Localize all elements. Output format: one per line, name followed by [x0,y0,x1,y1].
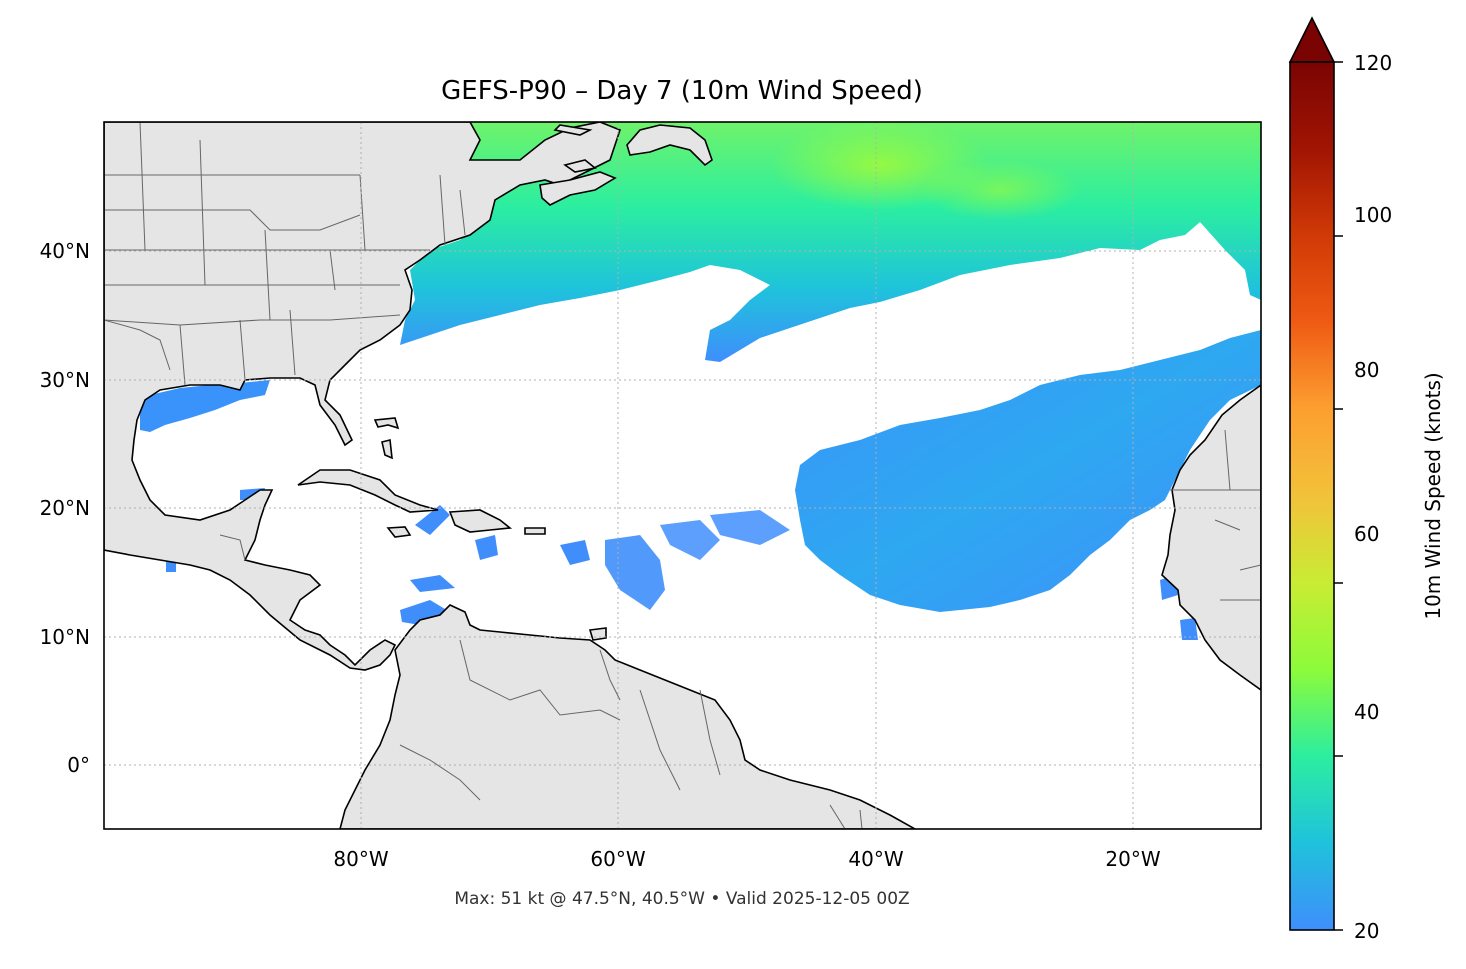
wind-field-caribbean [166,488,1198,640]
land-south-america [339,604,917,829]
land-canada-maritime [539,124,713,206]
cb-tick-20: 20 [1354,919,1379,943]
colorbar-extend-arrow [1288,16,1336,63]
map-area [104,122,1261,829]
cb-tick-80: 80 [1354,358,1379,382]
y-tick-0: 0° [67,753,90,777]
colorbar: 120 100 80 60 40 20 10m Wind Speed (knot… [1288,16,1445,943]
x-tick-40w: 40°W [848,847,903,871]
y-tick-40n: 40°N [40,239,90,263]
y-tick-20n: 20°N [40,496,90,520]
y-tick-30n: 30°N [40,368,90,392]
x-tick-60w: 60°W [590,847,645,871]
y-axis-labels: 40°N 30°N 20°N 10°N 0° [40,239,90,777]
map-frame [103,121,1262,830]
colorbar-ticks [1334,61,1343,931]
chart-title: GEFS-P90 – Day 7 (10m Wind Speed) [441,76,923,106]
cb-tick-60: 60 [1354,522,1379,546]
x-axis-labels: 80°W 60°W 40°W 20°W [333,847,1160,871]
cb-tick-120: 120 [1354,51,1392,75]
cb-tick-40: 40 [1354,700,1379,724]
colorbar-gradient [1289,61,1335,931]
wind-core-2 [920,160,1080,220]
colorbar-label: 10m Wind Speed (knots) [1421,372,1445,619]
wind-field-gulf [140,380,270,432]
max-annotation: Max: 51 kt @ 47.5°N, 40.5°W • Valid 2025… [454,889,909,909]
wind-field-subtropical-band [795,330,1261,612]
x-tick-20w: 20°W [1105,847,1160,871]
land-africa [1161,384,1261,691]
cb-tick-100: 100 [1354,203,1392,227]
colorbar-tick-labels: 120 100 80 60 40 20 [1354,51,1392,943]
land-caribbean-islands [297,417,607,641]
y-tick-10n: 10°N [40,625,90,649]
land-north-america [104,122,621,671]
x-tick-80w: 80°W [333,847,388,871]
